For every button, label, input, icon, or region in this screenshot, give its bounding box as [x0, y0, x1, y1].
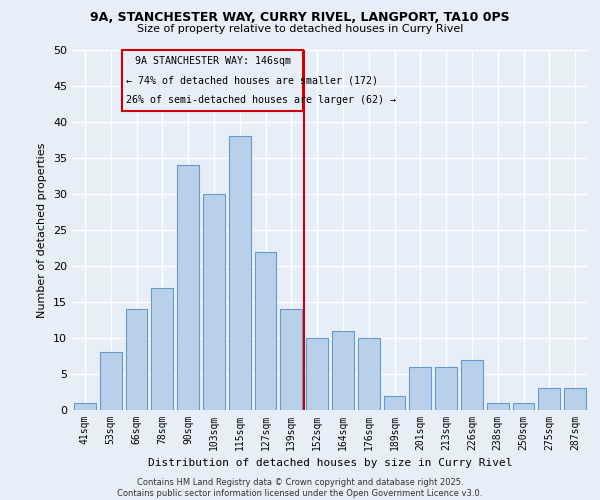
Bar [100, 352, 122, 410]
Bar [487, 403, 509, 410]
Text: ← 74% of detached houses are smaller (172): ← 74% of detached houses are smaller (17… [126, 75, 378, 85]
Text: Size of property relative to detached houses in Curry Rivel: Size of property relative to detached ho… [137, 24, 463, 34]
Bar [538, 388, 560, 410]
Text: 9A, STANCHESTER WAY, CURRY RIVEL, LANGPORT, TA10 0PS: 9A, STANCHESTER WAY, CURRY RIVEL, LANGPO… [90, 11, 510, 24]
Bar [254, 252, 277, 410]
Bar [332, 331, 354, 410]
Text: 9A STANCHESTER WAY: 146sqm: 9A STANCHESTER WAY: 146sqm [134, 56, 290, 66]
Bar [74, 403, 96, 410]
Bar [512, 403, 535, 410]
X-axis label: Distribution of detached houses by size in Curry Rivel: Distribution of detached houses by size … [148, 458, 512, 468]
Bar [383, 396, 406, 410]
Bar [280, 309, 302, 410]
Bar [177, 165, 199, 410]
Y-axis label: Number of detached properties: Number of detached properties [37, 142, 47, 318]
Bar [409, 367, 431, 410]
Bar [151, 288, 173, 410]
Bar [306, 338, 328, 410]
Text: 26% of semi-detached houses are larger (62) →: 26% of semi-detached houses are larger (… [126, 94, 396, 104]
Text: Contains HM Land Registry data © Crown copyright and database right 2025.
Contai: Contains HM Land Registry data © Crown c… [118, 478, 482, 498]
Bar [229, 136, 251, 410]
Bar [203, 194, 225, 410]
Bar [358, 338, 380, 410]
Bar [435, 367, 457, 410]
Bar [461, 360, 483, 410]
Bar [125, 309, 148, 410]
Bar [564, 388, 586, 410]
Bar [122, 50, 303, 111]
